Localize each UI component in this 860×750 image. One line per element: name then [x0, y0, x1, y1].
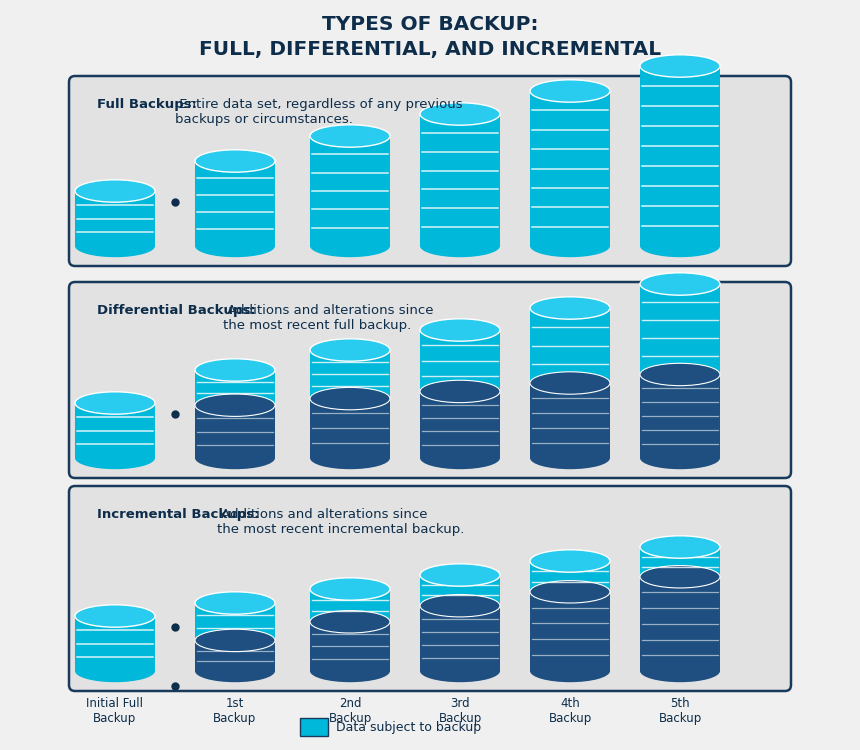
Ellipse shape — [640, 235, 720, 257]
Ellipse shape — [310, 388, 390, 410]
Ellipse shape — [420, 103, 500, 125]
Bar — [420, 114, 500, 246]
Ellipse shape — [530, 447, 610, 470]
Text: Initial Full
Backup: Initial Full Backup — [87, 697, 144, 725]
Bar — [75, 191, 155, 246]
Ellipse shape — [530, 372, 610, 394]
Ellipse shape — [310, 124, 390, 147]
Bar — [530, 308, 610, 383]
Text: 1st
Backup: 1st Backup — [213, 697, 256, 725]
Text: Entire data set, regardless of any previous
backups or circumstances.: Entire data set, regardless of any previ… — [175, 98, 463, 126]
Ellipse shape — [420, 660, 500, 682]
Ellipse shape — [75, 392, 155, 414]
Bar — [420, 606, 500, 671]
Text: FULL, DIFFERENTIAL, AND INCREMENTAL: FULL, DIFFERENTIAL, AND INCREMENTAL — [199, 40, 661, 59]
Bar — [310, 622, 390, 671]
Ellipse shape — [195, 358, 275, 381]
Ellipse shape — [640, 566, 720, 588]
Text: 4th
Backup: 4th Backup — [549, 697, 592, 725]
Ellipse shape — [530, 235, 610, 257]
Text: 2nd
Backup: 2nd Backup — [329, 697, 372, 725]
Bar — [310, 350, 390, 398]
Ellipse shape — [75, 660, 155, 682]
Bar — [530, 383, 610, 458]
Text: Data subject to backup: Data subject to backup — [336, 721, 481, 734]
Ellipse shape — [530, 550, 610, 572]
Bar — [195, 161, 275, 246]
Ellipse shape — [310, 447, 390, 470]
Bar — [195, 603, 275, 640]
Ellipse shape — [640, 55, 720, 77]
Bar — [640, 547, 720, 577]
Text: Additions and alterations since
the most recent incremental backup.: Additions and alterations since the most… — [217, 508, 464, 536]
Bar — [530, 91, 610, 246]
FancyBboxPatch shape — [69, 486, 791, 691]
Ellipse shape — [75, 447, 155, 470]
Bar — [75, 403, 155, 458]
Ellipse shape — [195, 592, 275, 614]
Ellipse shape — [640, 660, 720, 682]
Ellipse shape — [640, 447, 720, 470]
Bar — [640, 66, 720, 246]
Ellipse shape — [195, 447, 275, 470]
Ellipse shape — [195, 660, 275, 682]
Ellipse shape — [530, 580, 610, 603]
Ellipse shape — [420, 235, 500, 257]
Bar — [530, 592, 610, 671]
Ellipse shape — [195, 150, 275, 172]
Ellipse shape — [195, 629, 275, 652]
Bar — [420, 330, 500, 392]
Ellipse shape — [530, 660, 610, 682]
Bar — [195, 370, 275, 405]
Ellipse shape — [195, 394, 275, 416]
Ellipse shape — [420, 447, 500, 470]
Text: 5th
Backup: 5th Backup — [659, 697, 702, 725]
Ellipse shape — [310, 610, 390, 633]
Bar — [310, 398, 390, 458]
Ellipse shape — [420, 564, 500, 586]
Ellipse shape — [310, 339, 390, 362]
Bar — [640, 374, 720, 458]
Text: Incremental Backups:: Incremental Backups: — [97, 508, 260, 521]
FancyBboxPatch shape — [69, 282, 791, 478]
Ellipse shape — [640, 536, 720, 558]
Ellipse shape — [420, 319, 500, 341]
Ellipse shape — [640, 363, 720, 386]
Ellipse shape — [640, 273, 720, 296]
Bar — [75, 616, 155, 671]
Ellipse shape — [310, 578, 390, 600]
Ellipse shape — [75, 604, 155, 627]
Text: Additions and alterations since
the most recent full backup.: Additions and alterations since the most… — [223, 304, 433, 332]
Ellipse shape — [420, 380, 500, 403]
FancyBboxPatch shape — [69, 76, 791, 266]
Bar — [530, 561, 610, 592]
Bar — [310, 589, 390, 622]
Text: Differential Backups:: Differential Backups: — [97, 304, 255, 317]
Bar — [640, 577, 720, 671]
Text: TYPES OF BACKUP:: TYPES OF BACKUP: — [322, 16, 538, 34]
Bar — [310, 136, 390, 246]
Bar — [420, 575, 500, 606]
Bar — [420, 392, 500, 458]
Bar — [640, 284, 720, 374]
Ellipse shape — [195, 235, 275, 257]
Ellipse shape — [310, 235, 390, 257]
Ellipse shape — [75, 235, 155, 257]
Ellipse shape — [310, 660, 390, 682]
Ellipse shape — [530, 297, 610, 320]
Text: 3rd
Backup: 3rd Backup — [439, 697, 482, 725]
Ellipse shape — [420, 595, 500, 617]
Text: Full Backups:: Full Backups: — [97, 98, 197, 111]
Bar — [195, 640, 275, 671]
Ellipse shape — [75, 180, 155, 203]
Ellipse shape — [530, 80, 610, 102]
Bar — [300, 718, 328, 736]
Bar — [195, 405, 275, 458]
